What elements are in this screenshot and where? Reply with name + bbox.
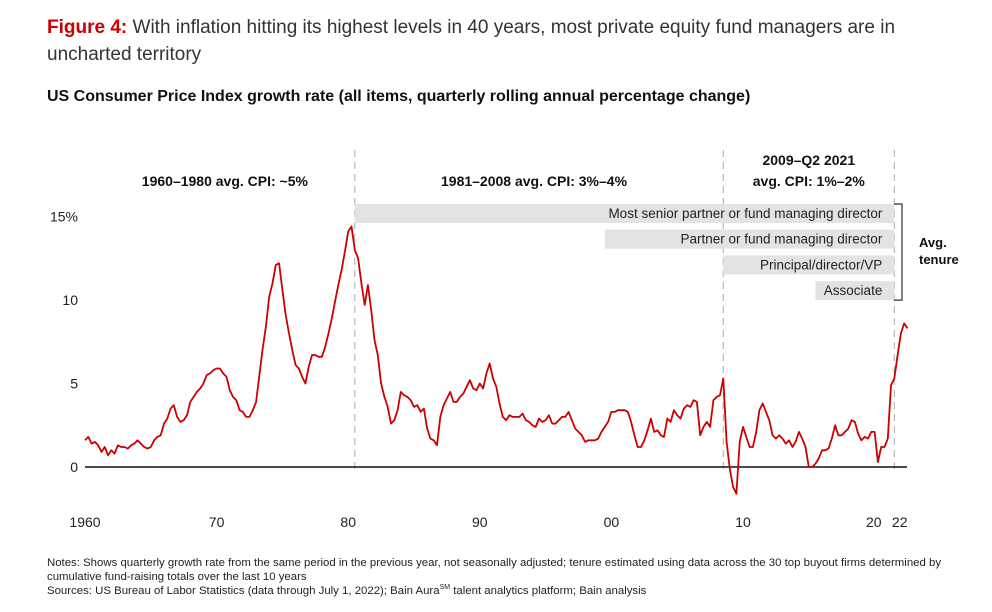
era-label-1: 1960–1980 avg. CPI: ~5% [142,173,309,189]
chart-title: US Consumer Price Index growth rate (all… [47,88,751,105]
sources-post: talent analytics platform; Bain analysis [450,585,647,597]
x-tick-label-2: 70 [209,514,225,530]
era-label-3-line2: avg. CPI: 1%–2% [753,173,866,189]
x-tick-label-1: 1960 [69,514,100,530]
x-tick-label-4: 90 [472,514,488,530]
tenure-bar-label-2: Partner or fund managing director [680,232,882,247]
sources-sup: SM [439,584,451,592]
x-tick-label-5: 00 [604,514,620,530]
x-tick-label-7: 20 [866,514,882,530]
sources-text: Sources: US Bureau of Labor Statistics (… [47,584,977,598]
figure-label: Figure 4: [47,17,128,38]
figure-title: Figure 4: With inflation hitting its hig… [47,14,967,68]
figure-title-text: With inflation hitting its highest level… [47,17,896,65]
tenure-bar-4 [815,281,895,301]
y-tick-label-2: 5 [70,376,78,392]
chart-notes: Notes: Shows quarterly growth rate from … [47,556,977,598]
notes-text: Notes: Shows quarterly growth rate from … [47,557,942,583]
x-tick-label-3: 80 [340,514,356,530]
tenure-bar-2 [604,229,895,249]
tenure-bracket-label-line1: Avg. [919,235,947,250]
cpi-series-line-1 [84,225,909,495]
y-tick-label-3: 10 [62,292,78,308]
tenure-bracket-label-line2: tenure [919,252,959,267]
sources-pre: Sources: US Bureau of Labor Statistics (… [47,585,440,597]
y-tick-label-4: 15% [50,209,78,225]
era-label-2: 1981–2008 avg. CPI: 3%–4% [441,173,628,189]
tenure-bar-3 [723,255,895,275]
x-tick-label-6: 10 [735,514,751,530]
tenure-bar-label-1: Most senior partner or fund managing dir… [608,206,882,221]
tenure-bar-label-3: Principal/director/VP [760,257,882,272]
tenure-bar-label-4: Associate [824,283,883,298]
tenure-bar-1 [354,204,895,223]
era-label-3-line1: 2009–Q2 2021 [762,152,855,168]
y-tick-label-1: 0 [70,459,78,475]
x-tick-label-8: 22 [892,514,908,530]
tenure-bracket [894,203,903,301]
cpi-chart: Most senior partner or fund managing dir… [50,150,959,530]
